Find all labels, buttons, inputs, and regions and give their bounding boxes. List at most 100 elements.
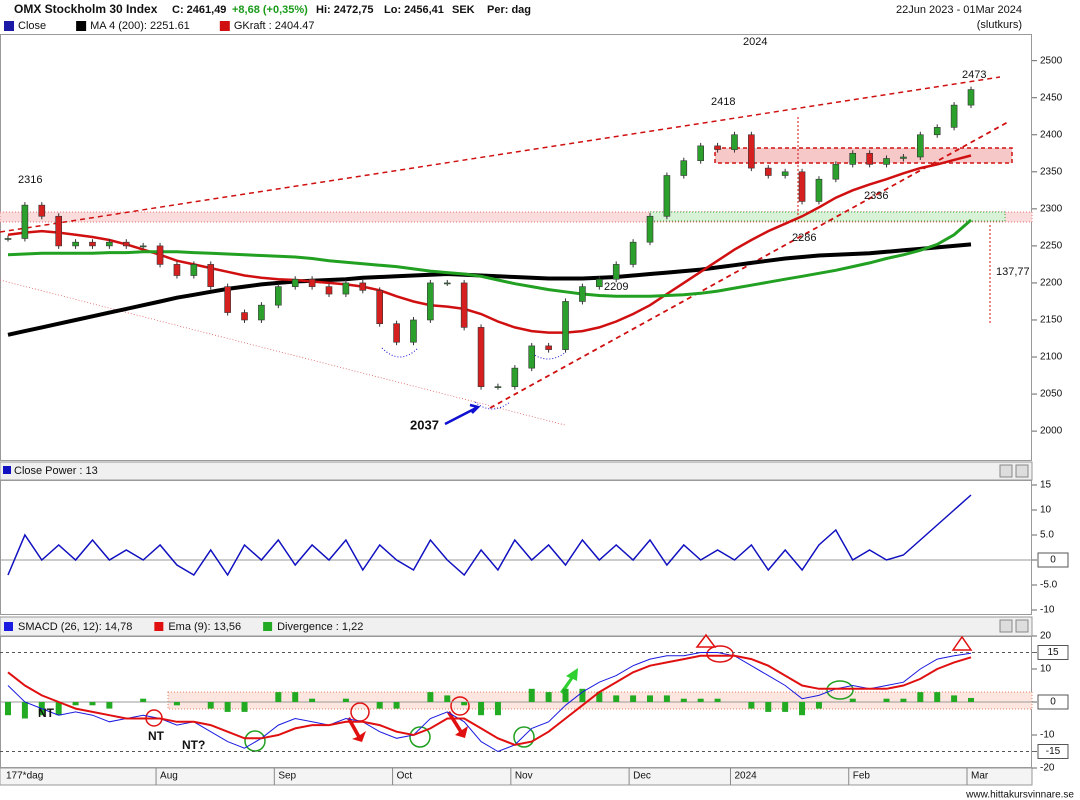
divergence-bar [89, 702, 96, 706]
divergence-bar [883, 698, 890, 702]
x-tick-label: Sep [278, 771, 296, 782]
tick-box [1037, 694, 1069, 710]
candle [359, 282, 367, 291]
divergence-bar [748, 702, 755, 709]
marker-circle [706, 645, 734, 663]
legend-swatch [154, 622, 164, 631]
candle [511, 367, 519, 387]
x-tick-label: Feb [853, 771, 871, 782]
candle [72, 241, 79, 247]
annotation: 2316 [18, 174, 42, 186]
tool-button[interactable] [999, 464, 1013, 478]
divergence-bar [140, 698, 147, 702]
y-tick-label: 2250 [1040, 241, 1063, 252]
x-axis-bar [0, 767, 1033, 786]
divergence-bar [224, 702, 231, 712]
header: OMX Stockholm 30 Index C: 2461,49 +8,68 … [14, 2, 1022, 31]
indicator-line [7, 652, 972, 753]
y-tick-label: 15 [1047, 647, 1059, 658]
x-tick-label: Oct [397, 771, 413, 782]
candle [460, 282, 468, 328]
divergence-bar [427, 692, 434, 702]
divergence-bar [579, 688, 586, 702]
divergence-bar [21, 702, 28, 719]
legend-label: MA 4 (200): 2251.61 [90, 20, 190, 32]
y-tick-label: -10 [1040, 605, 1055, 616]
candle [917, 134, 924, 158]
marker-circle [513, 726, 535, 748]
divergence-bar [342, 698, 349, 702]
candle [494, 386, 502, 388]
y-tick-label: 10 [1040, 664, 1052, 675]
candle [798, 171, 806, 202]
candle [629, 241, 637, 265]
divergence-bar [815, 702, 822, 709]
annotation: 2418 [711, 96, 735, 108]
divergence-bar [680, 698, 687, 702]
legend-swatch [263, 622, 273, 631]
high-value: Hi: 2472,75 [316, 4, 373, 16]
indicator-line [7, 494, 972, 577]
annotation: 2473 [962, 69, 986, 81]
annotation: NT [148, 729, 165, 743]
y-tick-label: 0 [1050, 555, 1056, 566]
close-value: C: 2461,49 [172, 4, 226, 16]
candle [562, 301, 569, 350]
candle [308, 278, 316, 287]
y-tick-label: 2450 [1040, 92, 1063, 103]
tool-button[interactable] [999, 619, 1013, 633]
candle [883, 158, 890, 165]
legend-swatch [3, 466, 11, 474]
y-tick-label: -20 [1040, 763, 1055, 774]
y-tick-label: 10 [1040, 505, 1052, 516]
footer-url: www.hittakursvinnare.se [965, 790, 1074, 800]
annotation: NT [38, 706, 55, 720]
tool-button[interactable] [1015, 464, 1029, 478]
resistance-zone [0, 211, 1033, 223]
y-tick-label: 2200 [1040, 278, 1063, 289]
tool-button[interactable] [1015, 619, 1029, 633]
marker-circle [409, 726, 431, 748]
legend-swatch [76, 21, 87, 31]
ma-line [7, 154, 972, 334]
legend-label: GKraft : 2404.47 [234, 20, 315, 32]
price-mode: (slutkurs) [977, 19, 1022, 31]
divergence-bar [613, 695, 620, 702]
candle [410, 319, 417, 343]
y-tick-label: 2350 [1040, 166, 1063, 177]
divergence-bar [968, 697, 974, 702]
x-tick-label: Dec [633, 771, 651, 782]
annotation: NT? [182, 738, 205, 752]
divergence-bar [934, 692, 941, 702]
divergence-bar [393, 702, 400, 709]
divergence-bar [292, 692, 299, 702]
candle [663, 175, 671, 217]
candle [731, 134, 738, 150]
candle [764, 167, 772, 176]
candle [106, 241, 113, 247]
candle [579, 286, 586, 302]
candle [258, 304, 265, 321]
y-tick-label: 5.0 [1040, 530, 1054, 541]
marker-circle [450, 696, 470, 716]
candle [933, 127, 941, 136]
divergence-bar [461, 702, 468, 706]
candle [646, 215, 654, 243]
x-tick-label: Mar [971, 771, 989, 782]
candle [342, 282, 350, 295]
power-frame [0, 480, 1032, 615]
legend-label: SMACD (26, 12): 14,78 [18, 621, 132, 633]
divergence-bar [173, 702, 180, 706]
candle [849, 152, 857, 165]
candle [477, 327, 485, 387]
divergence-bar [55, 702, 62, 716]
x-tick-label: Nov [515, 771, 533, 782]
divergence-bar [714, 698, 721, 702]
legend-swatch [4, 622, 13, 631]
y-tick-label: 2150 [1040, 315, 1063, 326]
divergence-bar [799, 702, 806, 716]
divergence-bar [478, 702, 485, 716]
candle [832, 164, 840, 180]
divergence-bar [494, 702, 501, 716]
legend-label: Close [18, 20, 46, 32]
